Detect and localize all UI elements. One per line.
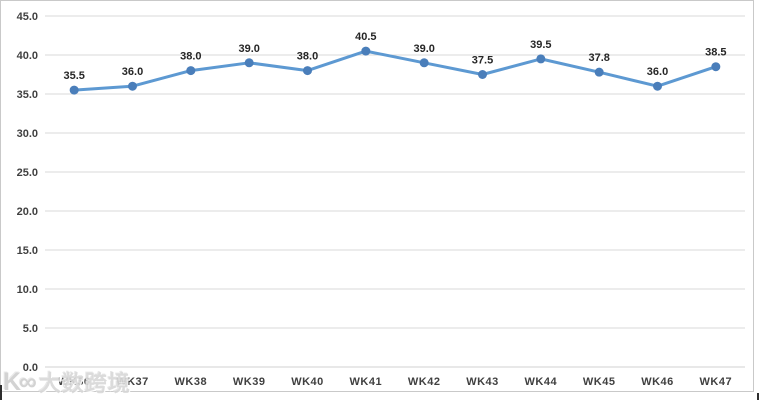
x-tick-label: WK46	[641, 376, 674, 388]
y-tick-label: 45.0	[17, 11, 38, 23]
x-tick-label: WK38	[175, 376, 208, 388]
x-tick-label: WK37	[116, 376, 149, 388]
data-point-marker	[711, 62, 721, 72]
y-tick-label: 20.0	[17, 206, 38, 218]
chart-frame	[0, 0, 754, 392]
data-point-label: 40.5	[355, 31, 376, 43]
data-point-marker	[536, 54, 546, 64]
x-tick-label: WK47	[700, 376, 733, 388]
x-tick-label: WK41	[350, 376, 383, 388]
data-point-marker	[419, 58, 429, 68]
data-point-marker	[303, 66, 312, 76]
data-point-label: 37.8	[588, 52, 609, 64]
x-tick-label: WK43	[466, 376, 499, 388]
data-point-label: 36.0	[647, 66, 668, 78]
x-tick-label: WK36	[58, 376, 91, 388]
data-point-marker	[361, 46, 371, 56]
data-point-label: 39.0	[238, 43, 259, 55]
y-tick-label: 30.0	[17, 128, 38, 140]
x-tick-label: WK45	[583, 376, 616, 388]
data-point-label: 39.0	[413, 43, 434, 55]
y-tick-label: 40.0	[17, 50, 38, 62]
x-tick-label: WK44	[525, 376, 558, 388]
data-point-label: 38.5	[705, 47, 726, 59]
y-tick-label: 0.0	[23, 362, 38, 374]
y-tick-label: 35.0	[17, 89, 38, 101]
y-tick-label: 10.0	[17, 284, 38, 296]
data-point-label: 35.5	[63, 70, 84, 82]
data-point-marker	[69, 85, 79, 95]
data-point-label: 38.0	[297, 51, 318, 63]
series-line	[72, 49, 718, 92]
y-tick-label: 5.0	[23, 323, 38, 335]
data-point-marker	[653, 81, 662, 91]
bottom-left-corner-mark	[0, 385, 2, 400]
bottom-right-corner-mark	[757, 393, 759, 400]
x-tick-label: WK42	[408, 376, 441, 388]
data-point-label: 36.0	[122, 66, 143, 78]
data-point-marker	[478, 70, 487, 79]
x-tick-label: WK39	[233, 376, 266, 388]
data-point-marker	[244, 58, 254, 68]
data-point-label: 37.5	[472, 55, 493, 67]
data-point-marker	[128, 81, 137, 91]
x-tick-label: WK40	[291, 376, 324, 388]
data-point-label: 39.5	[530, 39, 551, 51]
data-point-marker	[186, 66, 196, 76]
y-tick-label: 15.0	[17, 245, 38, 257]
data-point-label: 38.0	[180, 51, 201, 63]
y-tick-label: 25.0	[17, 167, 38, 179]
data-point-marker	[594, 67, 604, 77]
